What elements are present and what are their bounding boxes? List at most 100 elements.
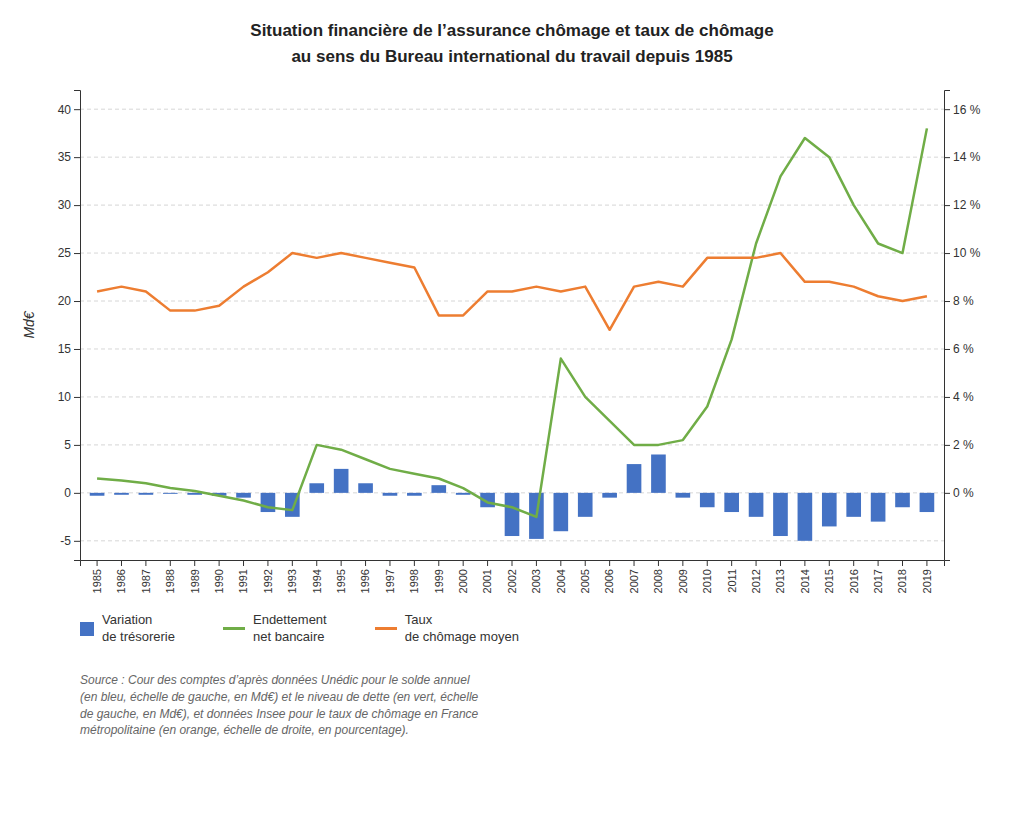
tick-mark <box>341 560 342 566</box>
tick-mark <box>74 253 80 254</box>
tick-mark <box>97 560 98 566</box>
tick-mark <box>414 560 415 566</box>
tick: 1988 <box>164 560 176 593</box>
tick-mark <box>731 560 732 566</box>
tick-mark <box>170 560 171 566</box>
bar <box>261 493 276 512</box>
tick-mark <box>74 493 80 494</box>
tick-mark <box>74 301 80 302</box>
tick: 2017 <box>872 560 884 593</box>
bar <box>407 493 422 496</box>
tick-label: 2003 <box>530 569 542 593</box>
tick: 30 <box>58 198 80 212</box>
tick: 4 % <box>944 390 974 404</box>
tick-mark <box>944 301 950 302</box>
bar <box>602 493 617 498</box>
tick: 35 <box>58 150 80 164</box>
tick: 1995 <box>335 560 347 593</box>
tick: 2008 <box>652 560 664 593</box>
tick: 2009 <box>677 560 689 593</box>
tick: 1985 <box>91 560 103 593</box>
axis-line <box>945 91 951 561</box>
tick-label: 2007 <box>628 569 640 593</box>
tick-mark <box>316 560 317 566</box>
tick-label: 2010 <box>701 569 713 593</box>
tick-label: 35 <box>58 150 72 164</box>
tick: 20 <box>58 294 80 308</box>
tick-mark <box>756 560 757 566</box>
y2-axis: 0 %2 %4 %6 %8 %10 %12 %14 %16 % <box>944 91 981 561</box>
bar <box>676 493 691 498</box>
tick: 2000 <box>457 560 469 593</box>
source: Source : Cour des comptes d’après donnée… <box>80 672 478 739</box>
tick: 1991 <box>237 560 249 593</box>
tick-mark <box>365 560 366 566</box>
tick-mark <box>74 349 80 350</box>
tick-label: 2 % <box>953 438 974 452</box>
tick: 2012 <box>750 560 762 593</box>
bar <box>456 493 471 495</box>
tick-mark <box>74 109 80 110</box>
tick: 0 % <box>944 486 974 500</box>
tick-label: 30 <box>58 198 72 212</box>
bar <box>895 493 910 507</box>
plot: -505101520253035400 %2 %4 %6 %8 %10 %12 … <box>21 91 981 594</box>
tick-mark <box>194 560 195 566</box>
tick: 2 % <box>944 438 974 452</box>
tick: 2013 <box>774 560 786 593</box>
tick: 6 % <box>944 342 974 356</box>
tick-mark <box>944 493 950 494</box>
grid-line <box>80 157 944 158</box>
tick-mark <box>560 560 561 566</box>
grid-line <box>80 396 944 397</box>
tick-label: 2000 <box>457 569 469 593</box>
tick: 14 % <box>944 150 981 164</box>
tick-label: 8 % <box>953 294 974 308</box>
bar <box>431 485 446 493</box>
tick-mark <box>438 560 439 566</box>
tick: 2006 <box>603 560 615 593</box>
tick: 16 % <box>944 103 981 117</box>
marks <box>90 128 934 540</box>
bar <box>578 493 593 517</box>
tick-label: 15 <box>58 342 72 356</box>
tick-mark <box>944 253 950 254</box>
tick: 2003 <box>530 560 542 593</box>
tick-mark <box>780 560 781 566</box>
bar <box>553 493 568 531</box>
tick-label: 2018 <box>896 569 908 593</box>
grid-line <box>80 205 944 206</box>
tick: 2002 <box>506 560 518 593</box>
tick-label: 0 <box>64 486 71 500</box>
tick: 2018 <box>896 560 908 593</box>
tick-label: 20 <box>58 294 72 308</box>
tick: 2004 <box>555 560 567 593</box>
tick-label: 5 <box>64 438 71 452</box>
tick-mark <box>829 560 830 566</box>
tick: 1993 <box>286 560 298 593</box>
legend-swatch <box>375 627 397 630</box>
tick-label: 1990 <box>213 569 225 593</box>
tick-mark <box>74 541 80 542</box>
tick: 2011 <box>726 560 738 593</box>
tick: 1998 <box>408 560 420 593</box>
tick-label: 2009 <box>677 569 689 593</box>
legend-swatch <box>80 622 94 636</box>
tick-mark <box>944 349 950 350</box>
tick-mark <box>74 157 80 158</box>
tick-label: 1989 <box>189 569 201 593</box>
legend: Variation de trésorerieEndettement net b… <box>80 612 519 646</box>
bar <box>139 493 154 495</box>
tick-label: 1997 <box>384 569 396 593</box>
tick-mark <box>74 445 80 446</box>
tick-label: 2005 <box>579 569 591 593</box>
tick-mark <box>878 560 879 566</box>
bar <box>749 493 764 517</box>
tick: -5 <box>60 534 80 548</box>
tick-mark <box>944 157 950 158</box>
bar <box>846 493 861 517</box>
line <box>97 128 927 516</box>
bar <box>334 469 349 493</box>
tick-mark <box>585 560 586 566</box>
tick-label: 14 % <box>953 150 981 164</box>
